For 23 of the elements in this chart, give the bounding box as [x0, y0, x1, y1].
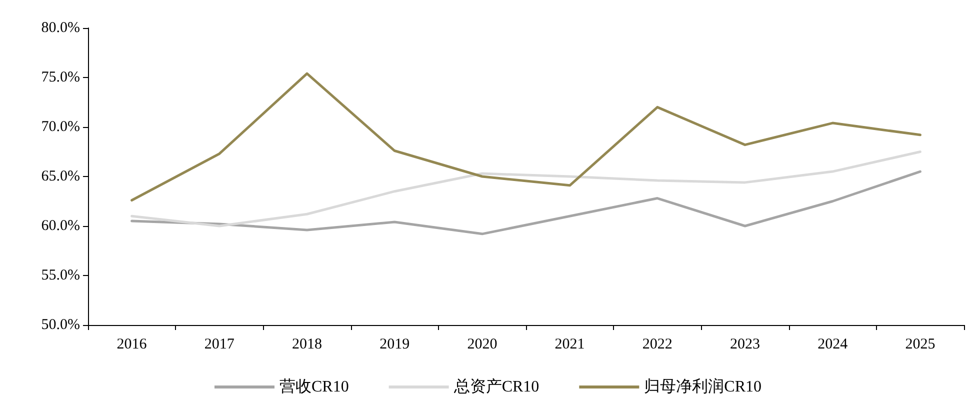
x-tick-label: 2017: [204, 336, 235, 352]
y-tick-label: 80.0%: [41, 20, 80, 36]
legend-label: 归母净利润CR10: [644, 378, 762, 396]
line-series: [130, 150, 922, 228]
y-tick-label: 75.0%: [41, 70, 80, 86]
x-tick-label: 2022: [642, 336, 672, 352]
y-tick-label: 60.0%: [41, 218, 80, 234]
x-tick-label: 2024: [818, 336, 848, 352]
x-tick-label: 2019: [380, 336, 410, 352]
x-tick-label: 2020: [467, 336, 498, 352]
x-tick-label: 2023: [730, 336, 760, 352]
y-tick-label: 50.0%: [41, 317, 80, 333]
x-tick-label: 2016: [116, 336, 148, 352]
line-series: [130, 170, 922, 236]
legend-label: 营收CR10: [279, 378, 349, 396]
x-tick-label: 2021: [554, 336, 585, 352]
x-tick-label: 2025: [905, 336, 936, 352]
x-tick-label: 2018: [292, 336, 322, 352]
y-tick-label: 55.0%: [41, 268, 80, 284]
y-tick-label: 70.0%: [41, 119, 80, 135]
y-tick-label: 65.0%: [41, 168, 80, 184]
legend-label: 总资产CR10: [452, 378, 540, 396]
line-series: [130, 72, 922, 202]
